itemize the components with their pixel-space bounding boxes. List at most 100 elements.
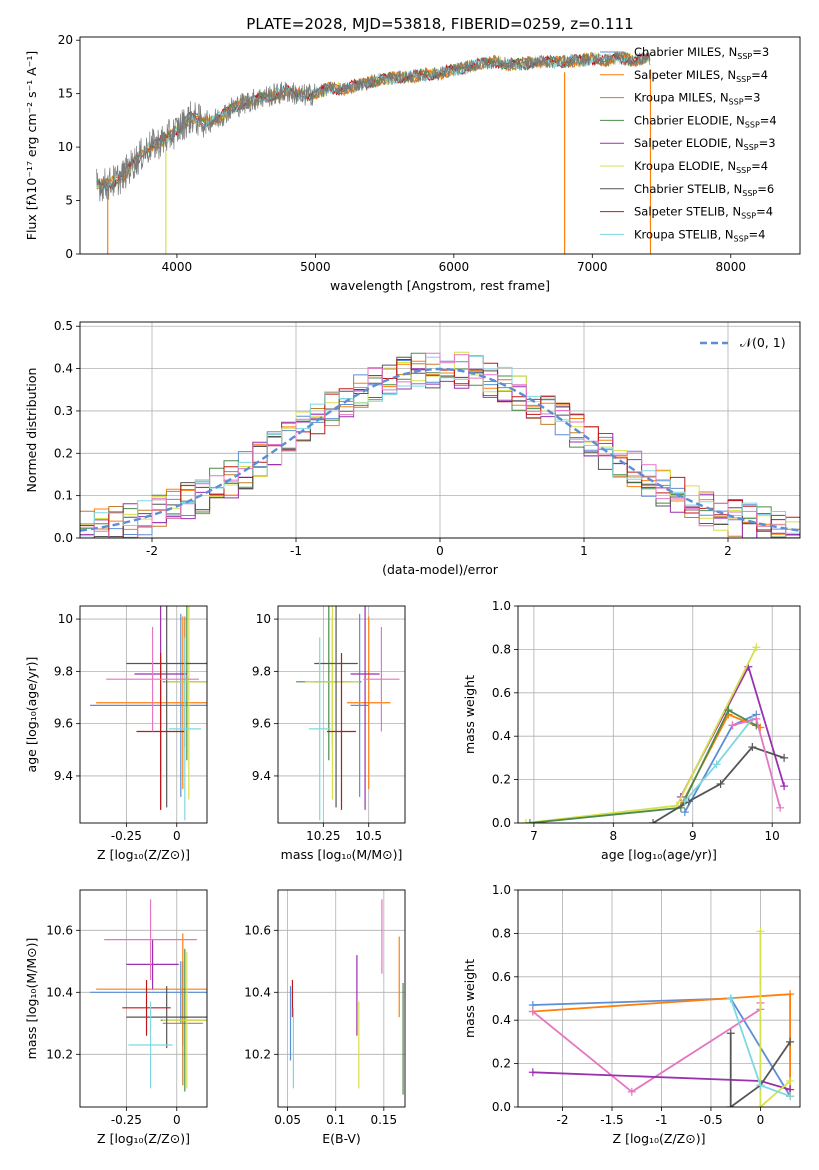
panel-residuals: -2 -1 0 1 2 0.0 0.1 0.2 0.3 0.4 0.5 (data-model)/er… xyxy=(24,319,801,577)
x-axis-label: Z [log₁₀(Z/Z⊙)] xyxy=(97,847,190,862)
series-marker xyxy=(525,819,534,823)
y-tick-label: 0.0 xyxy=(492,1100,511,1114)
model-spectrum xyxy=(96,52,651,192)
x-tick-label: 6000 xyxy=(439,260,470,274)
series-marker xyxy=(724,706,733,715)
y-tick-label: 0.1 xyxy=(54,489,73,503)
y-tick-label: 0.6 xyxy=(492,686,511,700)
axes-frame xyxy=(277,889,406,1108)
panel-weight-vs-Z: -2 -1.5 -1 -0.5 0 0.0 0.2 0.4 0.6 0.8 1.0 Z [log₁₀(… xyxy=(462,883,801,1146)
series-marker xyxy=(756,927,765,936)
series-marker xyxy=(716,779,725,788)
series-marker xyxy=(726,1029,735,1038)
series-marker xyxy=(780,782,789,791)
x-axis-label: Z [log₁₀(Z/Z⊙)] xyxy=(613,1131,706,1146)
series-marker xyxy=(786,990,795,999)
y-tick-label: 10.6 xyxy=(244,923,271,937)
plot-area xyxy=(80,351,800,538)
axes-frame xyxy=(79,605,208,824)
series-marker xyxy=(627,1087,636,1096)
plot-area xyxy=(521,643,789,823)
y-tick-label: 10 xyxy=(58,140,73,154)
legend-entry: Kroupa STELIB, NSSP=4 xyxy=(634,227,765,243)
x-tick-label: 0.05 xyxy=(274,1113,301,1127)
series-marker xyxy=(649,819,658,823)
legend: Chabrier MILES, NSSP=3 Salpeter MILES, NS… xyxy=(600,45,777,243)
x-axis-label: Z [log₁₀(Z/Z⊙)] xyxy=(97,1131,190,1146)
axes-frame xyxy=(79,36,801,255)
panel-age-vs-Z: -0.25 0 9.4 9.6 9.8 10 Z [log₁₀(Z/Z⊙)] age [log… xyxy=(24,605,208,862)
series-line xyxy=(759,931,791,1107)
x-tick-label: -0.25 xyxy=(111,829,142,843)
series-marker xyxy=(528,1068,537,1077)
panel-weight-vs-age: 7 8 9 10 0.0 0.2 0.4 0.6 0.8 1.0 age [log₁₀(age/yr… xyxy=(462,599,801,862)
series-marker xyxy=(786,1037,795,1046)
x-axis-label: (data-model)/error xyxy=(382,562,499,577)
series-marker xyxy=(521,819,530,823)
panel-mass-vs-Z: -0.25 0 10.2 10.4 10.6 Z [log₁₀(Z/Z⊙)] mass [l… xyxy=(24,889,208,1146)
y-tick-label: 10.6 xyxy=(46,923,73,937)
x-axis-label: E(B-V) xyxy=(322,1131,361,1146)
x-tick-label: 5000 xyxy=(300,260,331,274)
legend-entry: Kroupa MILES, NSSP=3 xyxy=(634,91,760,107)
observed-spectrum xyxy=(96,51,651,202)
y-tick-label: 10 xyxy=(58,612,73,626)
axes-frame xyxy=(277,605,406,824)
panel-mass-vs-EBV: 0.05 0.1 0.15 10.2 10.4 10.6 E(B-V) xyxy=(244,889,406,1146)
series-marker xyxy=(528,1007,537,1016)
plot-area xyxy=(96,50,652,254)
x-tick-label: 10.25 xyxy=(306,829,340,843)
y-tick-label: 15 xyxy=(58,87,73,101)
axes-frame xyxy=(517,889,801,1108)
y-tick-label: 10.4 xyxy=(46,985,73,999)
x-tick-label: 0 xyxy=(436,544,444,558)
x-tick-label: 0 xyxy=(173,829,181,843)
series-marker xyxy=(776,803,785,812)
y-tick-label: 9.8 xyxy=(54,664,73,678)
plot-area xyxy=(289,899,404,1095)
histogram-series xyxy=(80,352,800,538)
x-tick-label: 0.15 xyxy=(370,1113,397,1127)
legend-entry: Salpeter ELODIE, NSSP=3 xyxy=(634,136,776,152)
series-marker xyxy=(752,643,761,652)
model-spectrum xyxy=(96,50,651,186)
y-tick-label: 0.5 xyxy=(54,319,73,333)
plot-area xyxy=(90,899,207,1092)
y-tick-label: 0.8 xyxy=(492,642,511,656)
axes-frame xyxy=(79,321,801,539)
model-spectrum xyxy=(96,51,650,192)
figure-title: PLATE=2028, MJD=53818, FIBERID=0259, z=0… xyxy=(246,15,633,33)
histogram-series xyxy=(80,355,800,537)
y-tick-label: 0.2 xyxy=(492,773,511,787)
y-tick-label: 1.0 xyxy=(492,599,511,613)
x-tick-label: -2 xyxy=(557,1113,569,1127)
axes-frame xyxy=(79,889,208,1108)
x-tick-label: 0.1 xyxy=(326,1113,345,1127)
series-marker xyxy=(752,714,761,723)
y-tick-label: 0.6 xyxy=(492,970,511,984)
y-axis-label: Flux [fλ10⁻¹⁷ erg cm⁻² s⁻¹ A⁻¹] xyxy=(24,51,39,240)
series-line xyxy=(529,708,757,823)
y-tick-label: 0.4 xyxy=(492,1013,511,1027)
x-tick-label: 0 xyxy=(173,1113,181,1127)
x-tick-label: 7 xyxy=(530,829,538,843)
series-line xyxy=(729,1033,791,1107)
series-marker xyxy=(728,721,737,730)
series-line xyxy=(652,745,785,823)
legend-entry: Chabrier ELODIE, NSSP=4 xyxy=(634,113,777,129)
legend-entry: 𝒩(0, 1) xyxy=(740,335,786,350)
x-tick-label: -0.25 xyxy=(111,1113,142,1127)
x-tick-label: 8 xyxy=(610,829,618,843)
legend: 𝒩(0, 1) xyxy=(700,335,786,350)
y-tick-label: 0.3 xyxy=(54,404,73,418)
y-tick-label: 9.6 xyxy=(54,717,73,731)
axes-frame xyxy=(517,605,801,824)
plot-area xyxy=(528,927,795,1107)
x-tick-label: 1 xyxy=(580,544,588,558)
legend-entry: Salpeter STELIB, NSSP=4 xyxy=(634,205,773,221)
plot-area xyxy=(296,606,400,821)
y-tick-label: 0.2 xyxy=(54,446,73,460)
series-marker xyxy=(756,1081,765,1090)
